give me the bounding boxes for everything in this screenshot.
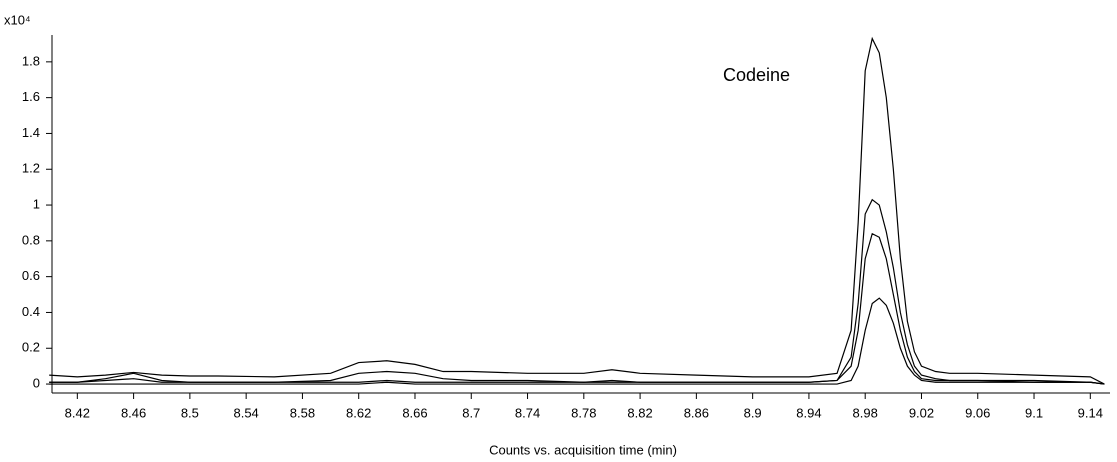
x-tick-label: 8.7 [462, 405, 480, 420]
x-tick-label: 8.9 [744, 405, 762, 420]
x-tick-label: 8.62 [346, 405, 371, 420]
x-tick-label: 8.54 [233, 405, 258, 420]
x-tick-label: 8.5 [181, 405, 199, 420]
y-tick-label: 1.8 [22, 53, 40, 68]
x-tick-label: 9.06 [965, 405, 990, 420]
x-tick-label: 9.1 [1025, 405, 1043, 420]
y-tick-label: 0.2 [22, 340, 40, 355]
y-tick-label: 0 [33, 375, 40, 390]
y-tick-label: 0.8 [22, 232, 40, 247]
x-tick-label: 8.98 [853, 405, 878, 420]
annotation: Codeine [723, 65, 790, 85]
x-tick-label: 8.94 [796, 405, 821, 420]
trace [49, 198, 1105, 385]
x-tick-label: 8.78 [571, 405, 596, 420]
x-tick-label: 8.58 [290, 405, 315, 420]
y-tick-label: 1.6 [22, 89, 40, 104]
trace [49, 36, 1105, 385]
x-tick-label: 8.42 [65, 405, 90, 420]
x-tick-label: 9.02 [909, 405, 934, 420]
y-tick-label: 0.6 [22, 268, 40, 283]
y-tick-label: 1.2 [22, 161, 40, 176]
x-tick-label: 8.82 [627, 405, 652, 420]
x-tick-label: 8.46 [121, 405, 146, 420]
y-tick-label: 1 [33, 196, 40, 211]
x-tick-label: 8.86 [684, 405, 709, 420]
x-tick-label: 8.66 [402, 405, 427, 420]
x-axis-label: Counts vs. acquisition time (min) [489, 442, 677, 457]
x-tick-label: 9.14 [1078, 405, 1103, 420]
y-multiplier: x10⁴ [4, 12, 31, 27]
y-tick-label: 0.4 [22, 304, 40, 319]
x-tick-label: 8.74 [515, 405, 540, 420]
trace [49, 232, 1105, 385]
y-tick-label: 1.4 [22, 125, 40, 140]
trace [49, 297, 1105, 385]
